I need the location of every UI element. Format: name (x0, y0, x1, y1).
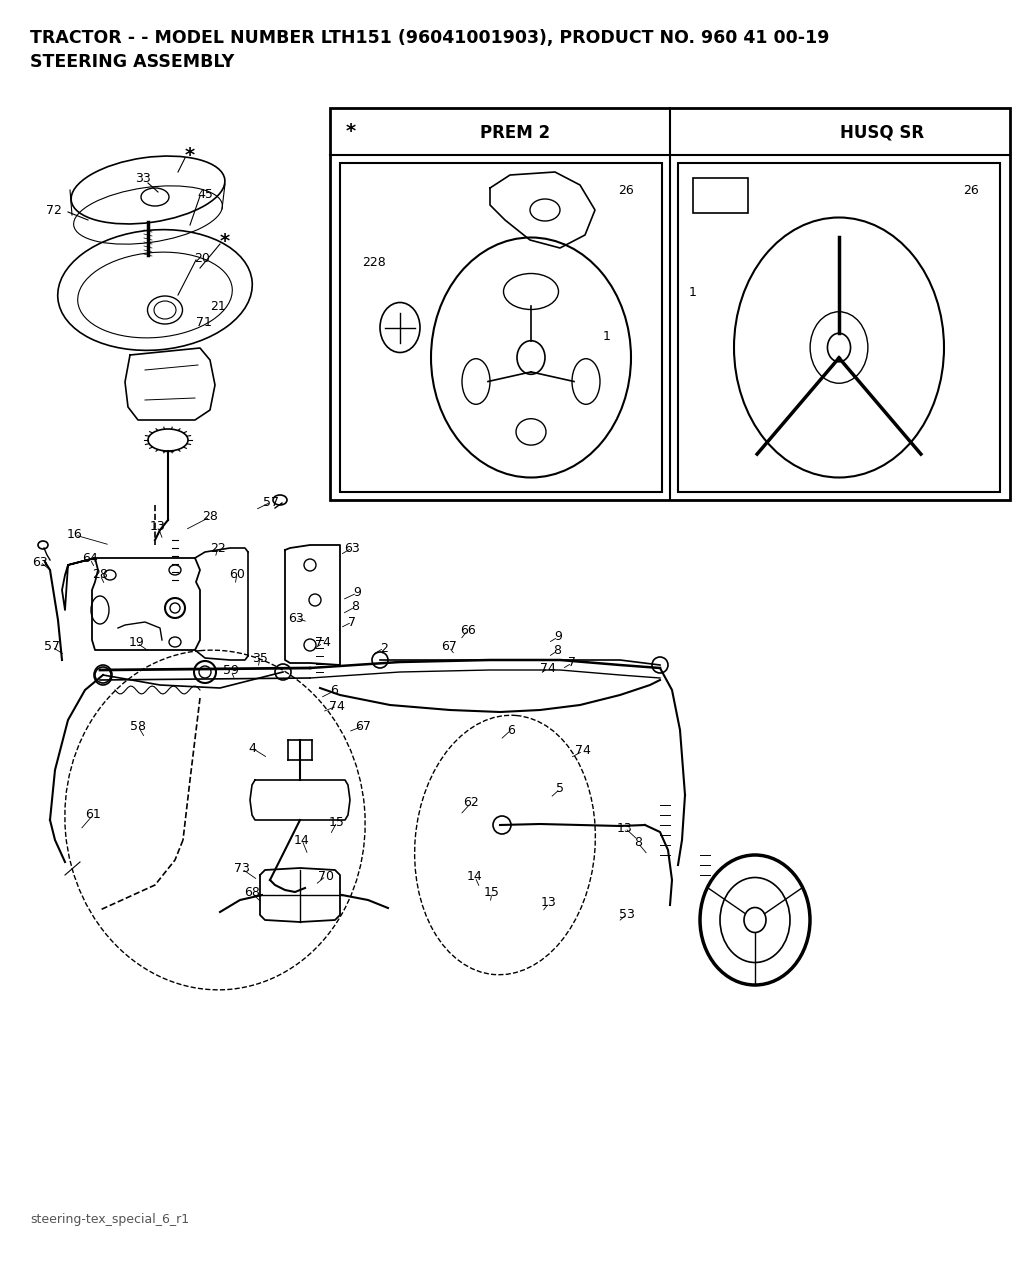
Text: 5: 5 (556, 782, 564, 795)
Text: 57: 57 (263, 496, 279, 509)
Text: PREM 2: PREM 2 (480, 124, 550, 143)
Text: 8: 8 (553, 645, 561, 658)
Text: 13: 13 (541, 896, 557, 910)
Text: 13: 13 (151, 520, 166, 534)
Text: 63: 63 (32, 555, 48, 568)
Text: STEERING ASSEMBLY: STEERING ASSEMBLY (30, 53, 234, 71)
Text: 16: 16 (68, 529, 83, 541)
Text: 20: 20 (195, 252, 210, 265)
Text: 9: 9 (353, 587, 360, 599)
Text: 64: 64 (82, 553, 98, 565)
Bar (330, 109, 1010, 500)
Text: 58: 58 (130, 719, 146, 732)
Text: 61: 61 (85, 809, 101, 822)
Text: 8: 8 (634, 837, 642, 849)
Bar (340, 163, 662, 492)
Text: 67: 67 (441, 641, 457, 654)
Text: 68: 68 (244, 886, 260, 900)
Text: 53: 53 (620, 907, 635, 920)
Text: 2: 2 (380, 641, 388, 655)
Text: 74: 74 (540, 661, 556, 674)
Text: 73: 73 (234, 862, 250, 876)
Text: HUSQ SR: HUSQ SR (840, 124, 924, 143)
Text: 35: 35 (252, 651, 268, 665)
Text: 7: 7 (568, 656, 575, 670)
Text: 13: 13 (617, 822, 633, 834)
Text: 45: 45 (197, 188, 213, 202)
Text: 26: 26 (963, 184, 979, 197)
Text: 70: 70 (318, 870, 334, 882)
Text: 66: 66 (460, 623, 476, 636)
Bar (693, 178, 748, 213)
Text: 74: 74 (575, 745, 591, 757)
Text: *: * (185, 145, 195, 164)
Text: *: * (346, 122, 356, 141)
Text: 74: 74 (329, 699, 345, 713)
Text: 21: 21 (210, 299, 226, 313)
Text: 15: 15 (484, 886, 500, 900)
Text: 74: 74 (315, 636, 331, 650)
Text: 8: 8 (351, 601, 359, 613)
Text: 6: 6 (330, 684, 338, 698)
Text: 22: 22 (210, 541, 226, 554)
Text: 6: 6 (507, 723, 515, 737)
Text: 63: 63 (344, 541, 359, 554)
Text: 28: 28 (92, 568, 108, 582)
Text: 63: 63 (288, 612, 304, 625)
Text: 62: 62 (463, 796, 479, 809)
Text: 15: 15 (329, 815, 345, 828)
Text: 26: 26 (618, 184, 634, 197)
Text: 33: 33 (135, 173, 151, 186)
Text: 72: 72 (46, 204, 61, 217)
Text: 57: 57 (44, 641, 60, 654)
Text: 228: 228 (362, 255, 386, 269)
Text: 67: 67 (355, 719, 371, 732)
Text: steering-tex_special_6_r1: steering-tex_special_6_r1 (30, 1214, 189, 1227)
Text: 59: 59 (223, 665, 239, 678)
Bar (678, 163, 1000, 492)
Text: 1: 1 (689, 285, 697, 299)
Text: 7: 7 (348, 616, 356, 628)
Text: 14: 14 (467, 871, 483, 883)
Text: TRACTOR - - MODEL NUMBER LTH151 (96041001903), PRODUCT NO. 960 41 00-19: TRACTOR - - MODEL NUMBER LTH151 (9604100… (30, 29, 829, 47)
Text: 4: 4 (248, 742, 256, 755)
Text: 71: 71 (196, 317, 212, 329)
Text: 14: 14 (294, 833, 310, 847)
Text: 28: 28 (202, 511, 218, 524)
Text: 19: 19 (129, 636, 144, 650)
Text: 9: 9 (554, 631, 562, 644)
Text: 60: 60 (229, 568, 245, 581)
Text: 1: 1 (603, 329, 611, 342)
Text: *: * (220, 232, 230, 251)
